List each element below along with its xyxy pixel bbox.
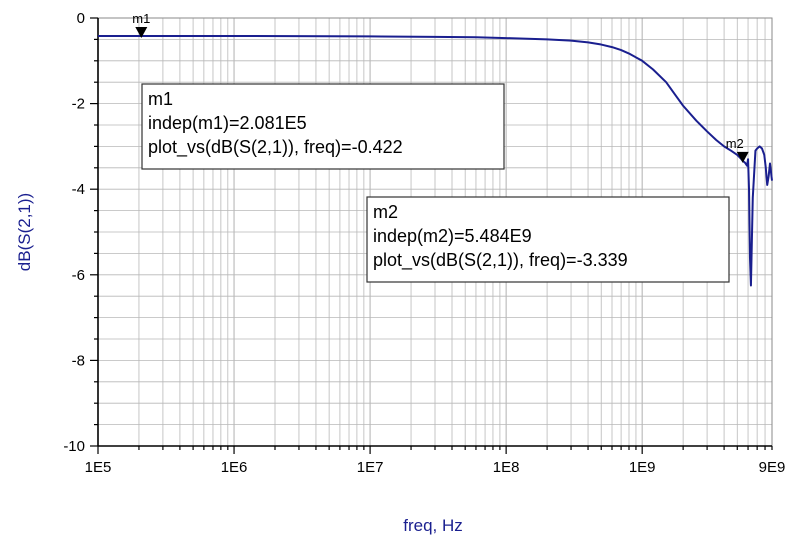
y-tick-label: -8 [72,352,85,369]
axes [90,17,773,454]
marker-readout-line: m1 [148,89,173,109]
x-tick-label: 1E7 [357,459,384,476]
y-tick-label: 0 [77,10,85,27]
y-tick-label: -6 [72,267,85,284]
marker-readout-line: plot_vs(dB(S(2,1)), freq)=-3.339 [373,250,628,271]
x-axis-title: freq, Hz [403,516,463,535]
x-tick-label: 1E6 [221,459,248,476]
series-layer [98,34,773,287]
y-axis-title: dB(S(2,1)) [15,193,34,271]
y-tick-label: -2 [72,96,85,113]
marker-readout-line: indep(m2)=5.484E9 [373,226,532,246]
marker-readout-line: plot_vs(dB(S(2,1)), freq)=-0.422 [148,137,403,158]
x-tick-label: 1E5 [85,459,112,476]
y-tick-label: -4 [72,181,85,198]
x-tick-label: 9E9 [759,459,786,476]
marker-triangle [736,151,749,163]
marker-readout-box [366,196,730,283]
y-tick-label: -10 [63,438,85,455]
series-line [98,34,773,287]
marker-name-label: m1 [132,11,150,26]
marker-readout-line: m2 [373,202,398,222]
x-tick-label: 1E8 [493,459,520,476]
marker-readout-box [141,83,505,170]
marker-readout-line: indep(m1)=2.081E5 [148,113,307,133]
markers-layer: m1 m1 indep(m1)=2.081E5 plot_vs(dB(S(2,1)),… [132,11,749,283]
marker-triangle [135,27,148,39]
marker-name-label: m2 [726,136,744,151]
x-tick-label: 1E9 [629,459,656,476]
